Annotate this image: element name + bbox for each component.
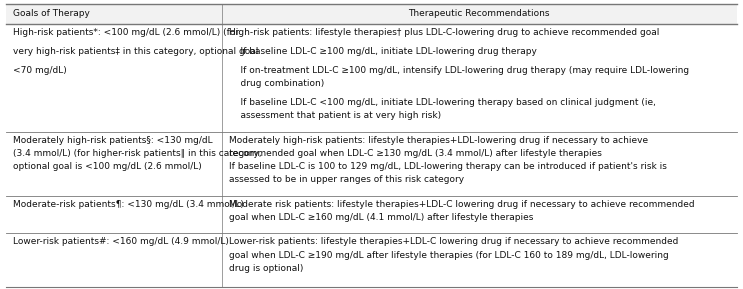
Text: If baseline LDL-C ≥100 mg/dL, initiate LDL-lowering drug therapy: If baseline LDL-C ≥100 mg/dL, initiate L… bbox=[229, 47, 536, 56]
Text: drug is optional): drug is optional) bbox=[229, 264, 303, 273]
Text: assessed to be in upper ranges of this risk category: assessed to be in upper ranges of this r… bbox=[229, 175, 464, 184]
Text: If baseline LDL-C <100 mg/dL, initiate LDL-lowering therapy based on clinical ju: If baseline LDL-C <100 mg/dL, initiate L… bbox=[229, 98, 655, 107]
Bar bbox=[6, 4, 737, 24]
Text: goal when LDL-C ≥190 mg/dL after lifestyle therapies (for LDL-C 160 to 189 mg/dL: goal when LDL-C ≥190 mg/dL after lifesty… bbox=[229, 251, 669, 260]
Text: Lower-risk patients#: <160 mg/dL (4.9 mmol/L): Lower-risk patients#: <160 mg/dL (4.9 mm… bbox=[13, 238, 229, 247]
Text: Moderately high-risk patients§: <130 mg/dL: Moderately high-risk patients§: <130 mg/… bbox=[13, 136, 212, 145]
Text: Moderately high-risk patients: lifestyle therapies+LDL-lowering drug if necessar: Moderately high-risk patients: lifestyle… bbox=[229, 136, 648, 145]
Text: Moderate risk patients: lifestyle therapies+LDL-C lowering drug if necessary to : Moderate risk patients: lifestyle therap… bbox=[229, 200, 694, 209]
Text: High-risk patients: lifestyle therapies† plus LDL-C-lowering drug to achieve rec: High-risk patients: lifestyle therapies†… bbox=[229, 28, 659, 37]
Text: very high-risk patients‡ in this category, optional goal: very high-risk patients‡ in this categor… bbox=[13, 47, 259, 56]
Text: High-risk patients*: <100 mg/dL (2.6 mmol/L) (for: High-risk patients*: <100 mg/dL (2.6 mmo… bbox=[13, 28, 239, 37]
Text: recommended goal when LDL-C ≥130 mg/dL (3.4 mmol/L) after lifestyle therapies: recommended goal when LDL-C ≥130 mg/dL (… bbox=[229, 149, 602, 158]
Text: Moderate-risk patients¶: <130 mg/dL (3.4 mmol/L): Moderate-risk patients¶: <130 mg/dL (3.4… bbox=[13, 200, 244, 209]
Text: (3.4 mmol/L) (for higher-risk patients∥ in this category,: (3.4 mmol/L) (for higher-risk patients∥ … bbox=[13, 149, 262, 158]
Text: <70 mg/dL): <70 mg/dL) bbox=[13, 66, 67, 75]
Text: If baseline LDL-C is 100 to 129 mg/dL, LDL-lowering therapy can be introduced if: If baseline LDL-C is 100 to 129 mg/dL, L… bbox=[229, 162, 666, 171]
Text: Therapeutic Recommendations: Therapeutic Recommendations bbox=[409, 9, 550, 18]
Text: If on-treatment LDL-C ≥100 mg/dL, intensify LDL-lowering drug therapy (may requi: If on-treatment LDL-C ≥100 mg/dL, intens… bbox=[229, 66, 689, 75]
Text: Goals of Therapy: Goals of Therapy bbox=[13, 9, 90, 18]
Text: optional goal is <100 mg/dL (2.6 mmol/L): optional goal is <100 mg/dL (2.6 mmol/L) bbox=[13, 162, 202, 171]
Text: drug combination): drug combination) bbox=[229, 79, 324, 88]
Text: Lower-risk patients: lifestyle therapies+LDL-C lowering drug if necessary to ach: Lower-risk patients: lifestyle therapies… bbox=[229, 238, 678, 247]
Text: assessment that patient is at very high risk): assessment that patient is at very high … bbox=[229, 111, 441, 120]
Text: goal when LDL-C ≥160 mg/dL (4.1 mmol/L) after lifestyle therapies: goal when LDL-C ≥160 mg/dL (4.1 mmol/L) … bbox=[229, 213, 533, 222]
